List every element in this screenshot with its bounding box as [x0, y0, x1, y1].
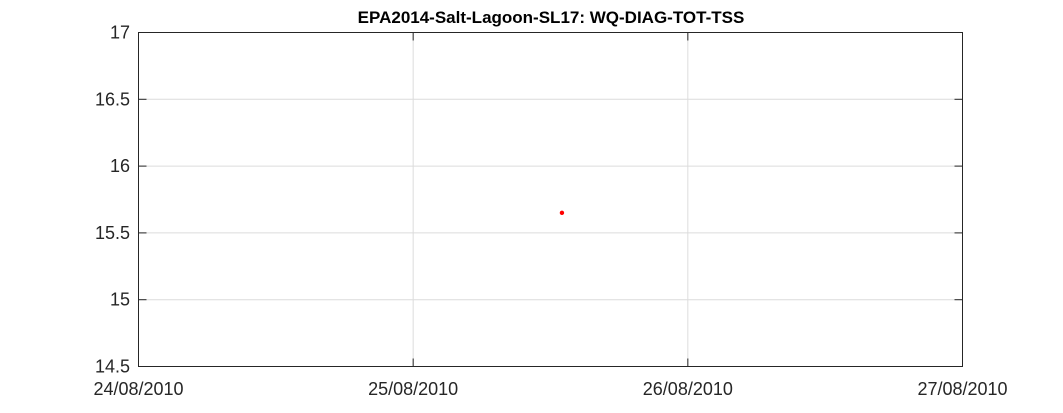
y-tick-labels: 14.5 15 15.5 16 16.5 17 — [95, 23, 130, 377]
x-tick-label: 26/08/2010 — [643, 379, 733, 399]
data-point — [559, 210, 565, 216]
x-tick-labels: 24/08/2010 25/08/2010 26/08/2010 27/08/2010 — [93, 379, 1007, 399]
y-tick-label: 16.5 — [95, 89, 130, 109]
x-tick-label: 27/08/2010 — [917, 379, 1007, 399]
data-points — [559, 210, 565, 216]
plot-area — [138, 32, 963, 367]
x-tick-label: 25/08/2010 — [368, 379, 458, 399]
chart-title: EPA2014-Salt-Lagoon-SL17: WQ-DIAG-TOT-TS… — [358, 8, 745, 27]
y-tick-label: 17 — [110, 23, 130, 43]
grid-lines — [138, 32, 963, 367]
axes-box — [138, 32, 963, 367]
x-tick-label: 24/08/2010 — [93, 379, 183, 399]
y-tick-label: 16 — [110, 156, 130, 176]
y-tick-label: 15.5 — [95, 223, 130, 243]
axes — [138, 32, 963, 367]
y-tick-label: 15 — [110, 290, 130, 310]
y-tick-label: 14.5 — [95, 357, 130, 377]
